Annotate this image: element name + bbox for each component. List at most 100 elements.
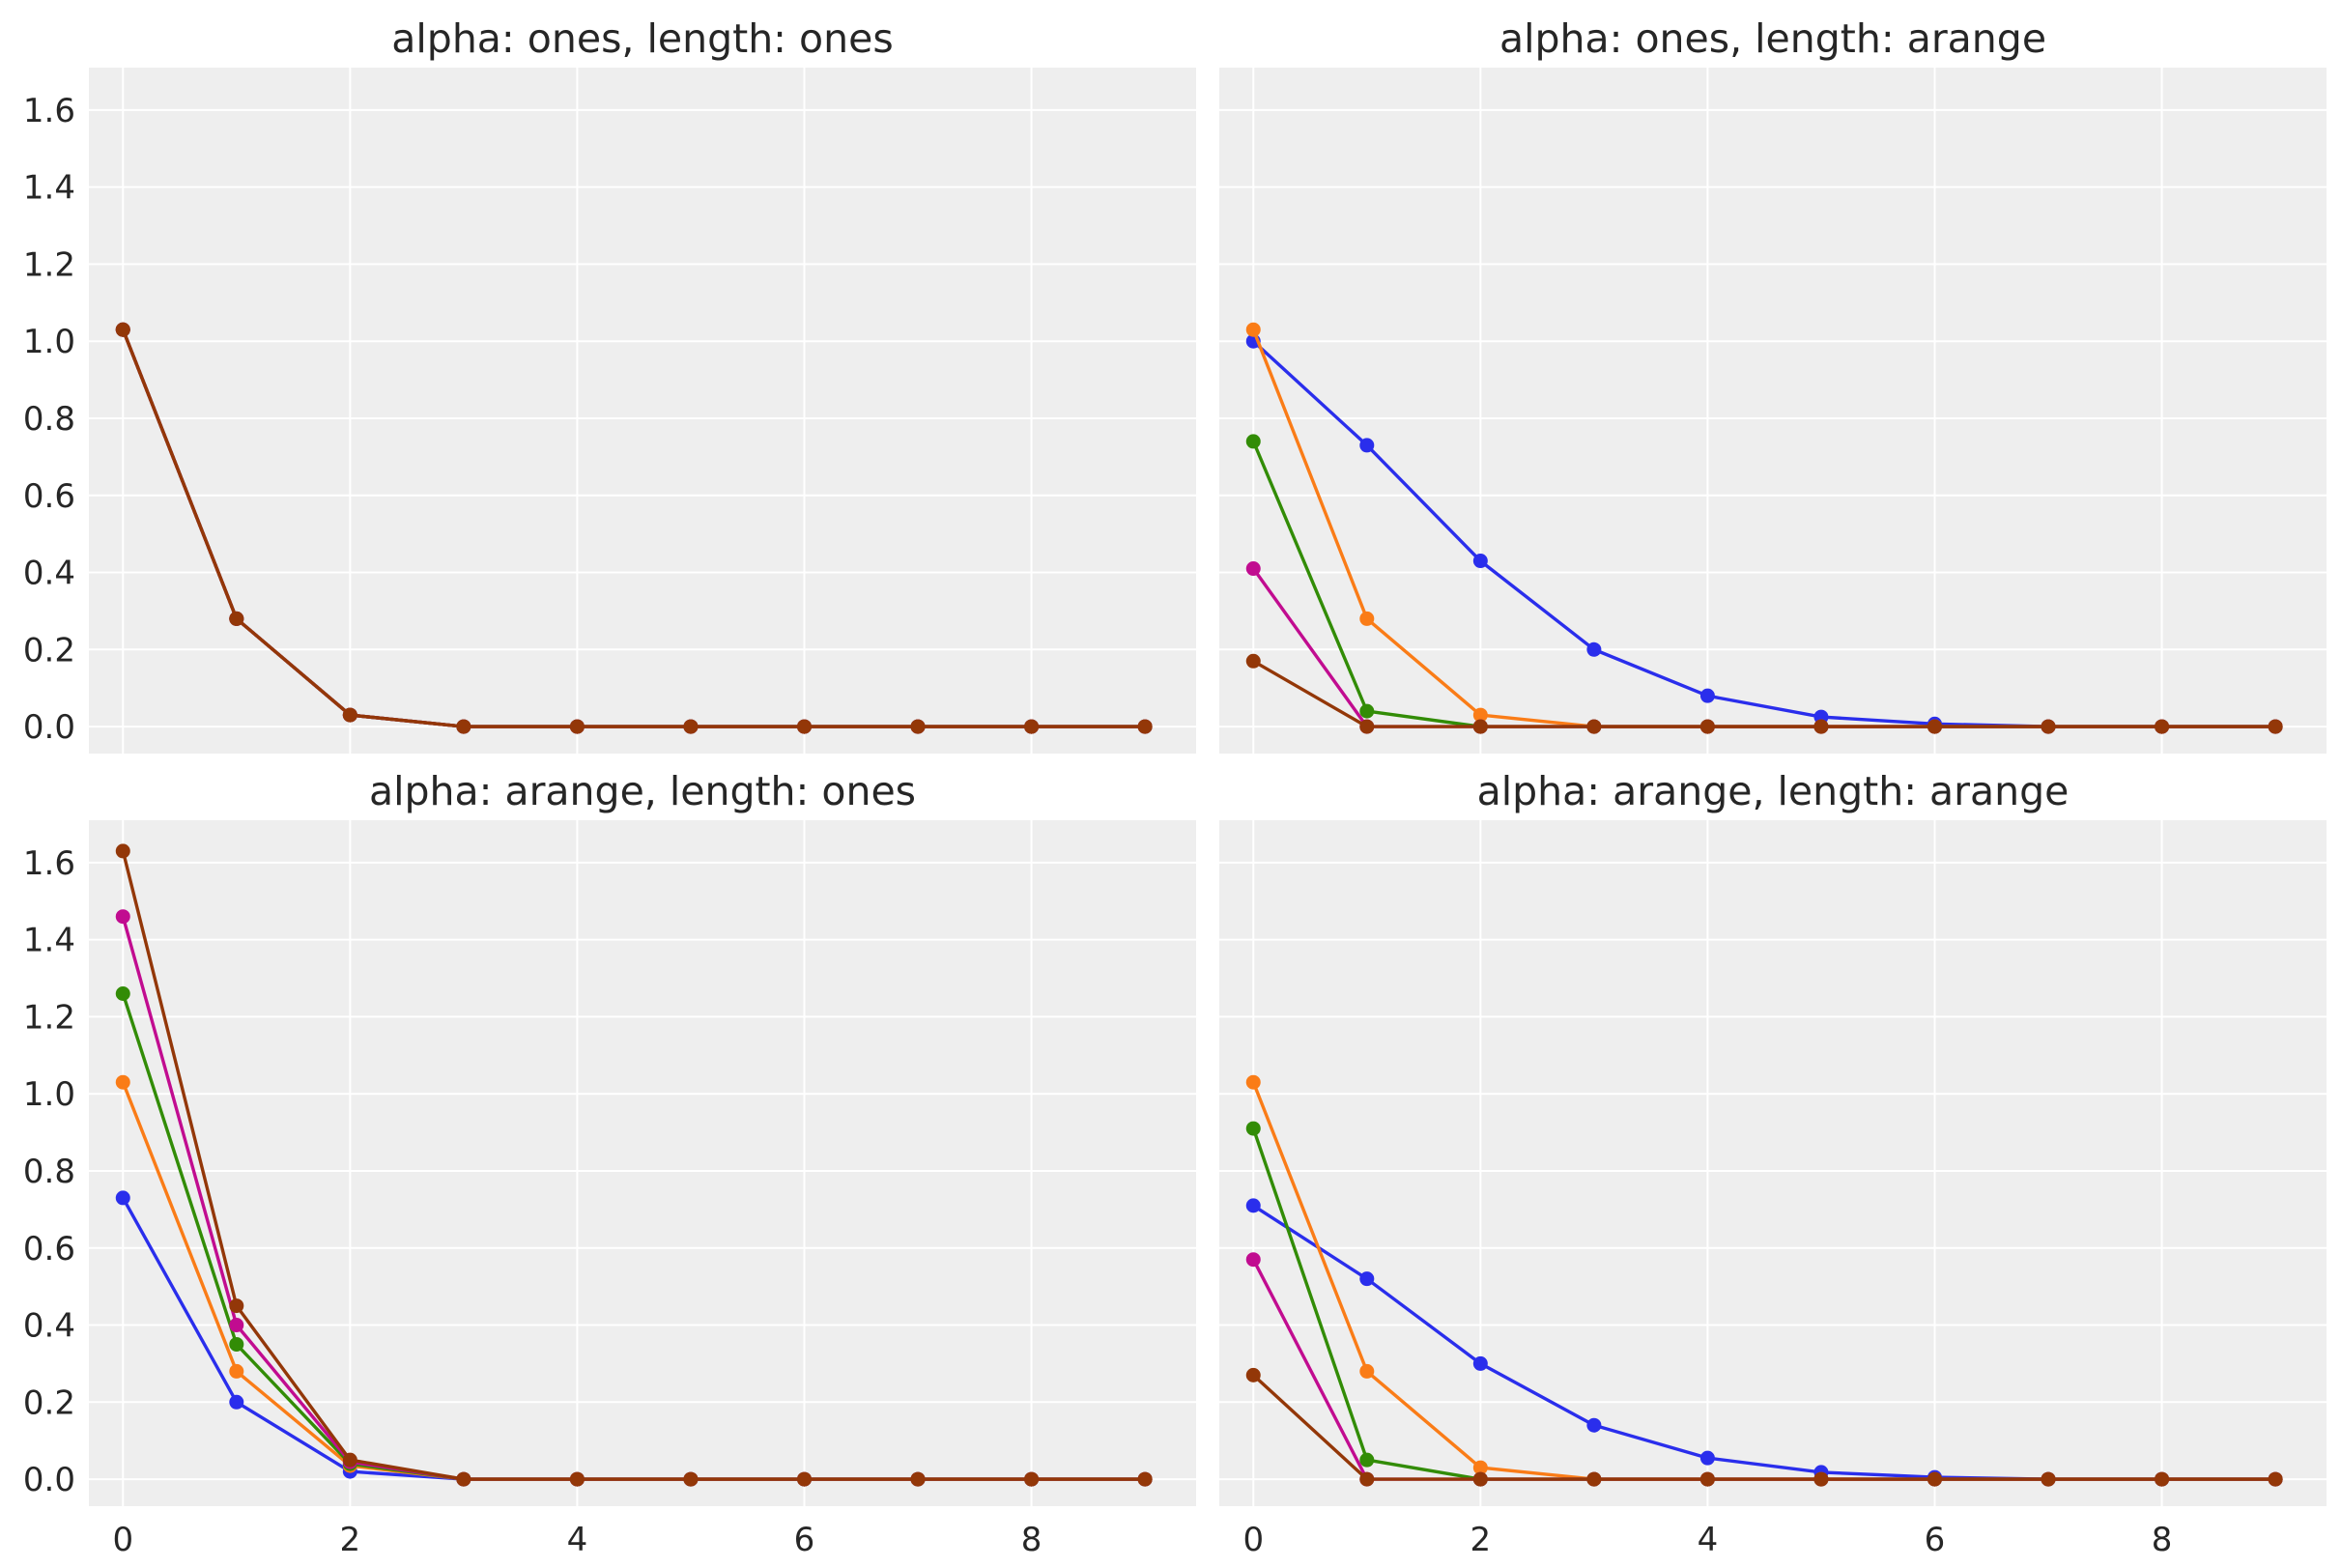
series-5-line	[121, 328, 1146, 728]
y-tick-label: 0.6	[23, 1230, 75, 1269]
data-point	[1813, 1471, 1829, 1487]
y-tick-label: 1.0	[23, 323, 75, 361]
x-tick-labels-3: 0 2 4 6 8	[112, 1521, 1042, 1559]
series-5-line	[1252, 1374, 2276, 1481]
data-point	[1137, 1471, 1153, 1487]
data-point	[1245, 1074, 1261, 1090]
data-point	[1359, 611, 1375, 626]
data-point	[569, 1471, 585, 1487]
data-point	[1245, 1121, 1261, 1136]
y-tick-label: 1.6	[23, 92, 75, 130]
data-point	[569, 719, 585, 734]
data-point	[1813, 719, 1829, 734]
data-point	[115, 1190, 130, 1206]
data-point	[1472, 719, 1488, 734]
data-point	[1359, 438, 1375, 453]
panel-title-1: alpha: ones, length: ones	[391, 15, 893, 62]
panel-title-2: alpha: ones, length: arange	[1499, 15, 2046, 62]
panel-4: 0 2 4 6 8 alpha: arange, length: arange	[1219, 768, 2327, 1559]
data-point	[342, 1452, 357, 1468]
data-point	[115, 909, 130, 925]
x-tick-label: 0	[112, 1521, 133, 1559]
data-point	[683, 719, 699, 734]
data-point	[2155, 719, 2170, 734]
y-tick-label: 0.4	[23, 555, 75, 593]
y-tick-label: 0.0	[23, 1461, 75, 1499]
panel-3: 0.0 0.2 0.4 0.6 0.8 1.0 1.2 1.4 1.6 0 2 4 6 8 alpha:…	[23, 768, 1196, 1559]
data-point	[1359, 703, 1375, 719]
grid-3	[89, 820, 1196, 1506]
data-point	[342, 707, 357, 723]
data-point	[1245, 561, 1261, 577]
data-point	[115, 843, 130, 859]
y-tick-label: 1.6	[23, 844, 75, 883]
series-5	[1245, 653, 2283, 734]
data-point	[115, 1074, 130, 1090]
data-point	[1359, 1471, 1375, 1487]
data-point	[796, 719, 812, 734]
data-point	[1137, 719, 1153, 734]
plot-area-3	[89, 820, 1196, 1506]
series-group-3	[115, 843, 1153, 1487]
y-tick-label: 0.4	[23, 1307, 75, 1346]
data-point	[1586, 719, 1602, 734]
data-point	[1699, 1450, 1715, 1466]
x-tick-label: 8	[2152, 1521, 2173, 1559]
data-point	[229, 1298, 244, 1314]
x-tick-label: 8	[1021, 1521, 1042, 1559]
data-point	[910, 1471, 926, 1487]
y-tick-label: 1.4	[23, 922, 75, 960]
x-tick-label: 2	[340, 1521, 361, 1559]
data-point	[1586, 641, 1602, 657]
data-point	[115, 322, 130, 337]
data-point	[456, 1471, 471, 1487]
data-point	[1699, 719, 1715, 734]
y-tick-label: 0.8	[23, 400, 75, 439]
data-point	[683, 1471, 699, 1487]
data-point	[1245, 434, 1261, 449]
data-point	[1927, 1471, 1942, 1487]
data-point	[796, 1471, 812, 1487]
series-5	[115, 843, 1153, 1487]
data-point	[1359, 1363, 1375, 1379]
y-tick-labels-3: 0.0 0.2 0.4 0.6 0.8 1.0 1.2 1.4 1.6	[23, 844, 75, 1499]
data-point	[1359, 1452, 1375, 1468]
data-point	[1586, 1417, 1602, 1433]
series-5-line	[1252, 659, 2276, 728]
data-point	[910, 719, 926, 734]
data-point	[1699, 688, 1715, 703]
series-group-1	[115, 322, 1153, 734]
x-tick-labels-4: 0 2 4 6 8	[1242, 1521, 2172, 1559]
series-5	[1245, 1367, 2283, 1487]
data-point	[229, 1336, 244, 1352]
x-tick-label: 6	[794, 1521, 815, 1559]
data-point	[229, 1394, 244, 1410]
y-tick-label: 1.2	[23, 245, 75, 284]
data-point	[1472, 1355, 1488, 1371]
panel-title-3: alpha: arange, length: ones	[369, 768, 916, 814]
x-tick-label: 4	[1698, 1521, 1719, 1559]
x-tick-label: 6	[1925, 1521, 1946, 1559]
series-group-4	[1245, 1074, 2283, 1487]
data-point	[2268, 1471, 2283, 1487]
data-point	[115, 985, 130, 1001]
data-point	[229, 1318, 244, 1333]
series-group-2	[1245, 322, 2283, 734]
series-5-line	[121, 850, 1146, 1481]
data-point	[1472, 554, 1488, 569]
data-point	[2268, 719, 2283, 734]
data-point	[1024, 1471, 1040, 1487]
data-point	[1699, 1471, 1715, 1487]
data-point	[1586, 1471, 1602, 1487]
panel-title-4: alpha: arange, length: arange	[1477, 768, 2070, 814]
panel-1: 0.0 0.2 0.4 0.6 0.8 1.0 1.2 1.4 1.6 alpha: ones,…	[23, 15, 1196, 754]
y-tick-label: 0.0	[23, 708, 75, 747]
data-point	[1245, 1367, 1261, 1383]
x-tick-label: 2	[1470, 1521, 1492, 1559]
data-point	[229, 1363, 244, 1379]
data-point	[1024, 719, 1040, 734]
y-tick-label: 0.2	[23, 1383, 75, 1422]
data-point	[1245, 322, 1261, 337]
y-tick-label: 1.4	[23, 169, 75, 208]
